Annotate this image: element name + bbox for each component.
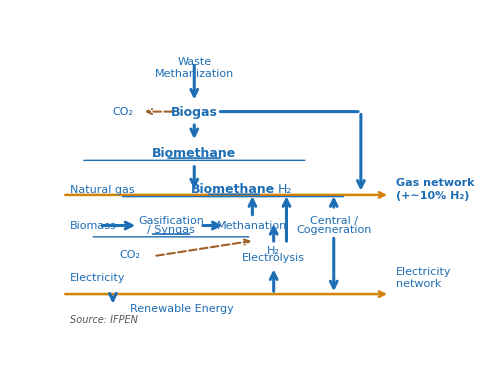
Text: Biomethane: Biomethane (152, 147, 236, 160)
Text: / Syngas: / Syngas (147, 225, 195, 235)
Text: Biomethane: Biomethane (191, 183, 275, 196)
Text: Natural gas: Natural gas (70, 184, 135, 195)
Text: Electricity: Electricity (70, 273, 126, 283)
Text: Electricity
network: Electricity network (396, 267, 451, 289)
Text: Gas network
(+∼10% H₂): Gas network (+∼10% H₂) (396, 178, 474, 201)
Text: Renewable Energy: Renewable Energy (130, 304, 234, 314)
Text: H₂: H₂ (278, 183, 292, 196)
Text: Source: IFPEN: Source: IFPEN (70, 315, 138, 325)
Text: Biomass: Biomass (70, 220, 117, 230)
Text: H₂: H₂ (267, 246, 280, 256)
Text: CO₂: CO₂ (112, 107, 133, 117)
Text: Cogeneration: Cogeneration (296, 225, 372, 235)
Text: Gasification: Gasification (138, 216, 204, 226)
Text: Biogas: Biogas (171, 106, 218, 118)
Text: Central /: Central / (310, 216, 358, 226)
Text: Electrolysis: Electrolysis (242, 253, 305, 263)
Text: CO₂: CO₂ (120, 250, 141, 260)
Text: Waste
Methanization: Waste Methanization (154, 57, 234, 79)
Text: Methanation: Methanation (217, 220, 288, 230)
